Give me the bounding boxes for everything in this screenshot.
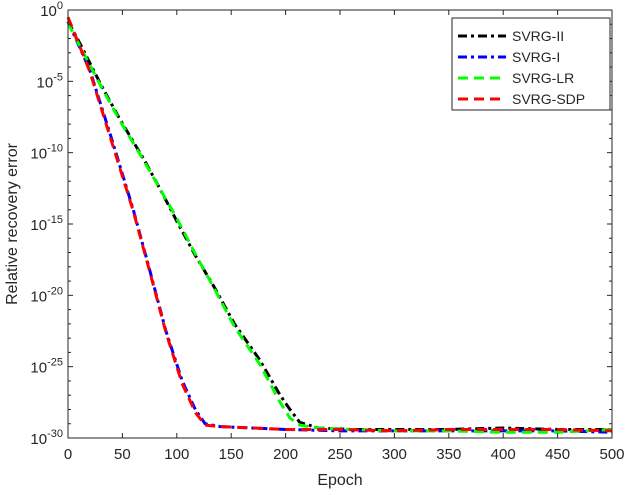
y-axis-label: Relative recovery error	[4, 142, 21, 305]
y-tick-label: 10-20	[30, 285, 63, 305]
x-tick-label: 150	[219, 446, 244, 463]
series-line-svrg-sdp	[66, 16, 613, 433]
legend-label: SVRG-SDP	[512, 91, 585, 107]
y-tick-base: 10	[37, 74, 54, 91]
x-axis-label: Epoch	[317, 472, 362, 489]
y-tick-exp: -5	[53, 71, 63, 83]
x-tick-label: 0	[64, 446, 72, 463]
x-tick-label: 300	[382, 446, 407, 463]
x-tick-label: 200	[273, 446, 298, 463]
x-tick-label: 50	[114, 446, 131, 463]
axis-ticks: 0 50 100 150 200 250 300 350 400 450 50010010-510-…	[30, 0, 624, 463]
y-tick-label: 10-25	[30, 357, 63, 377]
y-tick-label: 10-30	[30, 428, 63, 448]
x-tick-label: 400	[491, 446, 516, 463]
y-tick-label: 10-10	[30, 143, 63, 163]
x-tick-label: 100	[164, 446, 189, 463]
y-tick-base: 10	[30, 288, 47, 305]
y-tick-base: 10	[30, 431, 47, 448]
y-tick-exp: -15	[47, 214, 63, 226]
legend-label: SVRG-II	[512, 28, 564, 44]
series-lines	[66, 16, 613, 434]
legend-label: SVRG-LR	[512, 70, 574, 86]
y-tick-base: 10	[30, 217, 47, 234]
y-tick-exp: -25	[47, 357, 63, 369]
y-tick-exp: -10	[47, 143, 63, 155]
y-tick-base: 10	[30, 360, 47, 377]
y-tick-label: 10-15	[30, 214, 63, 234]
y-tick-exp: -30	[47, 428, 63, 440]
y-tick-base: 10	[40, 3, 57, 20]
legend-box	[451, 17, 611, 111]
x-tick-label: 450	[545, 446, 570, 463]
y-tick-base: 10	[30, 146, 47, 163]
x-tick-label: 500	[599, 446, 624, 463]
y-tick-label: 10-5	[37, 71, 63, 91]
legend-label: SVRG-I	[512, 49, 560, 65]
y-tick-exp: 0	[57, 0, 63, 12]
y-tick-exp: -20	[47, 285, 63, 297]
x-tick-label: 350	[436, 446, 461, 463]
legend: SVRG-II SVRG-I SVRG-LR SVRG-SDP	[451, 17, 611, 111]
x-tick-label: 250	[327, 446, 352, 463]
y-tick-label: 100	[40, 0, 63, 20]
